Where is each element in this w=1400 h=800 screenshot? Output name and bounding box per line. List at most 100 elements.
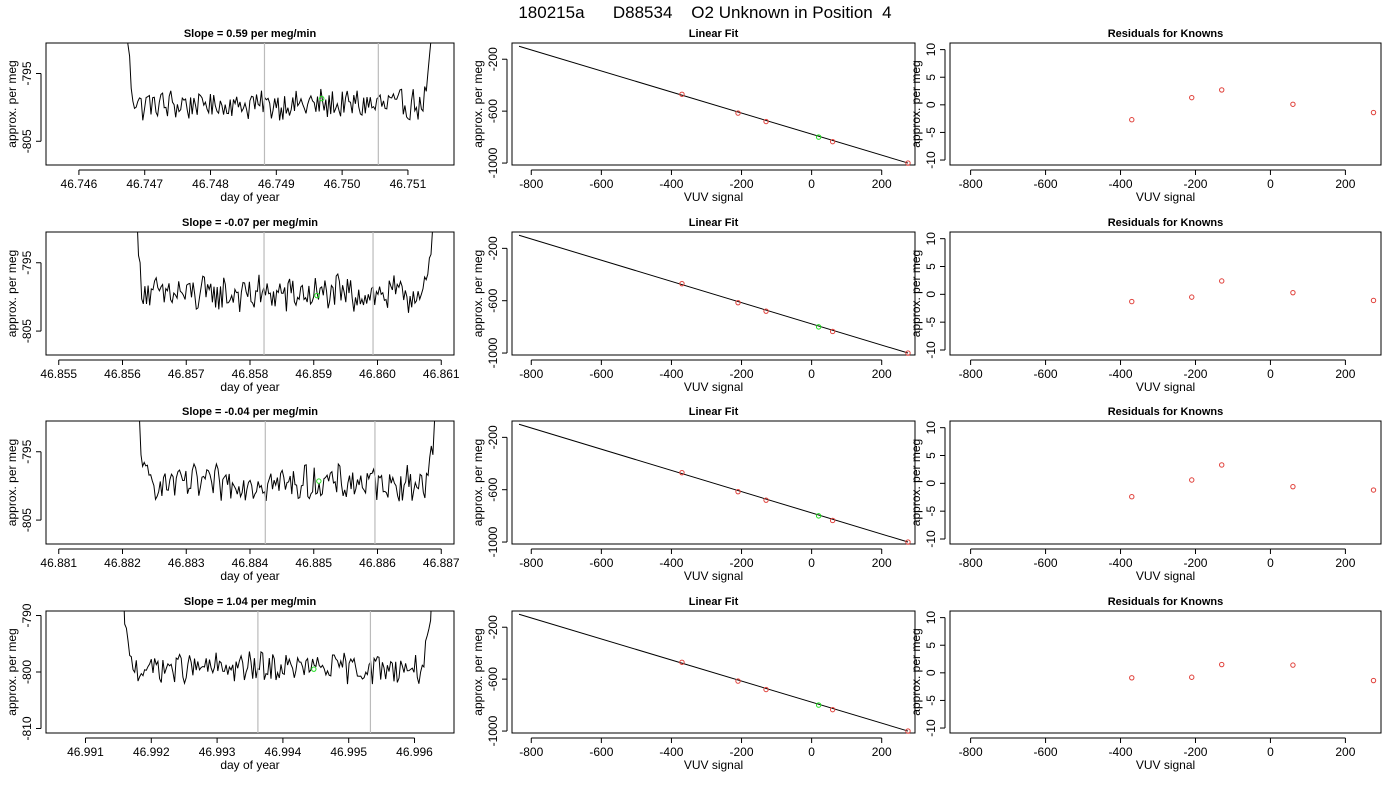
time-trace-panel-2: Slope = -0.07 per meg/min 46.855 46.856 46.… — [5, 217, 460, 394]
linear-fit-y-axis-label: approx. per meg — [471, 60, 485, 147]
time-trace-x-axis-label: day of year — [220, 380, 279, 394]
known-point — [679, 280, 685, 287]
residuals-x-tick-label: -800 — [959, 556, 983, 570]
linear-fit-y-tick-label: -600 — [486, 288, 500, 312]
residual-point — [1219, 462, 1225, 468]
time-trace-y-tick-label: -805 — [20, 129, 34, 153]
time-trace-x-tick-label: 46.992 — [133, 745, 170, 759]
linear-fit-y-tick-label: -600 — [486, 667, 500, 691]
time-trace-y-tick-label: -805 — [20, 508, 34, 532]
residuals-x-tick-label: 0 — [1267, 367, 1274, 381]
linear-fit-x-tick-label: 200 — [872, 745, 892, 759]
time-trace-y-axis-label: approx. per meg — [5, 250, 19, 337]
residuals-y-tick-label: -5 — [924, 506, 938, 517]
time-trace-plot-frame — [45, 610, 455, 734]
residuals-x-tick-label: -600 — [1034, 745, 1058, 759]
residuals-x-tick-label: -800 — [959, 177, 983, 191]
residuals-x-tick-label: 200 — [1335, 556, 1355, 570]
time-trace-y-axis-label: approx. per meg — [5, 60, 19, 147]
known-point — [679, 659, 685, 665]
linear-fit-x-axis-label: VUV signal — [684, 380, 743, 394]
linear-fit-y-tick-label: -1000 — [486, 715, 500, 746]
known-point — [735, 678, 741, 684]
residuals-x-tick-label: -400 — [1109, 367, 1133, 381]
time-trace-line — [139, 421, 436, 502]
residuals-y-tick-label: 10 — [924, 232, 938, 246]
residuals-plot-frame — [949, 610, 1382, 734]
time-trace-x-axis-label: day of year — [220, 569, 279, 583]
known-point — [735, 110, 741, 116]
residuals-y-tick-label: -5 — [924, 695, 938, 706]
linear-fit-y-axis-label: approx. per meg — [471, 250, 485, 337]
unknown-point — [815, 702, 822, 708]
time-trace-plot-frame — [45, 42, 455, 166]
residuals-plot-frame — [949, 420, 1382, 545]
time-trace-x-tick-label: 46.860 — [359, 367, 396, 381]
residual-point — [1290, 483, 1296, 490]
residuals-title: Residuals for Knowns — [1108, 28, 1224, 40]
residuals-x-tick-label: -800 — [959, 745, 983, 759]
residuals-panel-4: Residuals for Knowns -800 -600 -400 -200 0 200… — [909, 596, 1382, 772]
linear-fit-x-tick-label: 200 — [872, 556, 892, 570]
linear-fit-y-tick-label: -600 — [486, 477, 500, 501]
time-trace-x-tick-label: 46.861 — [423, 367, 460, 381]
residuals-y-tick-label: 0 — [924, 291, 938, 298]
linear-fit-y-tick-label: -1000 — [486, 337, 500, 368]
linear-fit-title: Linear Fit — [689, 406, 739, 418]
residuals-y-axis-label: approx. per meg — [909, 60, 923, 147]
linear-fit-title: Linear Fit — [689, 596, 739, 608]
residuals-y-tick-label: -5 — [924, 317, 938, 328]
linear-fit-plot-frame — [511, 420, 916, 545]
residuals-x-tick-label: -400 — [1109, 556, 1133, 570]
time-trace-y-tick-label: -795 — [20, 250, 34, 274]
residuals-x-tick-label: 200 — [1335, 745, 1355, 759]
residual-point — [1290, 101, 1296, 107]
known-point — [679, 469, 685, 476]
residuals-y-tick-label: 10 — [924, 421, 938, 435]
residuals-x-tick-label: -400 — [1109, 177, 1133, 191]
residual-point — [1370, 297, 1377, 304]
residuals-x-tick-label: 200 — [1335, 177, 1355, 191]
linear-fit-plot-frame — [511, 231, 916, 356]
known-point — [829, 706, 836, 713]
known-point — [905, 539, 911, 545]
residuals-x-tick-label: -200 — [1183, 556, 1207, 570]
residuals-x-axis-label: VUV signal — [1136, 380, 1195, 394]
linear-fit-x-tick-label: -400 — [659, 367, 683, 381]
linear-fit-x-tick-label: -200 — [730, 745, 754, 759]
time-trace-y-tick-label: -800 — [20, 660, 34, 684]
unknown-time-point — [316, 478, 322, 484]
time-trace-line — [127, 43, 432, 121]
residuals-x-tick-label: 0 — [1267, 745, 1274, 759]
residuals-x-tick-label: 200 — [1335, 367, 1355, 381]
residuals-x-tick-label: -600 — [1034, 556, 1058, 570]
residual-point — [1129, 493, 1135, 500]
time-trace-x-tick-label: 46.859 — [295, 367, 332, 381]
time-trace-x-tick-label: 46.750 — [324, 177, 361, 191]
time-trace-x-tick-label: 46.747 — [126, 177, 163, 191]
time-trace-x-tick-label: 46.886 — [359, 556, 396, 570]
linear-fit-x-tick-label: 0 — [808, 745, 815, 759]
linear-fit-x-tick-label: -600 — [589, 367, 613, 381]
linear-fit-x-tick-label: -200 — [730, 556, 754, 570]
residuals-x-tick-label: -200 — [1183, 367, 1207, 381]
known-point — [679, 91, 685, 97]
time-trace-x-tick-label: 46.885 — [295, 556, 332, 570]
residuals-x-tick-label: -200 — [1183, 177, 1207, 191]
residual-point — [1129, 117, 1135, 123]
linear-fit-x-tick-label: -200 — [730, 367, 754, 381]
residual-point — [1189, 94, 1195, 101]
time-trace-x-tick-label: 46.749 — [258, 177, 295, 191]
time-trace-y-axis-label: approx. per meg — [5, 628, 19, 715]
time-trace-title: Slope = -0.07 per meg/min — [182, 217, 318, 229]
linear-fit-x-axis-label: VUV signal — [684, 190, 743, 204]
linear-fit-panel-4: Linear Fit -800 -600 -400 -200 0 200 VUV signal… — [471, 596, 916, 772]
linear-fit-x-tick-label: -400 — [659, 177, 683, 191]
time-trace-y-tick-label: -795 — [20, 61, 34, 85]
time-trace-x-tick-label: 46.857 — [168, 367, 205, 381]
residuals-y-tick-label: 5 — [924, 263, 938, 270]
linear-fit-x-axis-label: VUV signal — [684, 569, 743, 583]
figure-title: 180215a D88534 O2 Unknown in Position 4 — [518, 3, 891, 22]
unknown-time-point — [314, 292, 320, 299]
unknown-point — [815, 513, 822, 519]
